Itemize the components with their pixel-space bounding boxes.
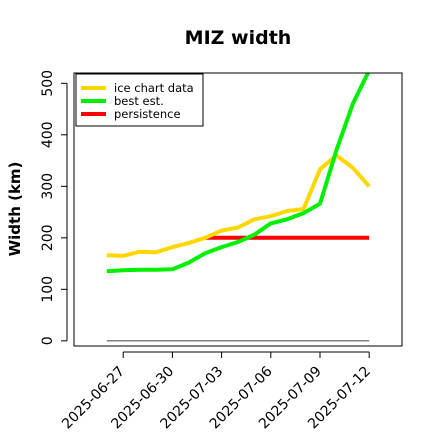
y-tick-label-5: 500	[40, 70, 56, 97]
plot-frame	[73, 72, 403, 347]
x-axis: 2025-06-272025-06-302025-07-032025-07-06…	[59, 351, 374, 432]
y-axis: 0 100 200 300 400 500	[40, 70, 68, 345]
y-tick-label-0: 0	[40, 336, 56, 345]
y-axis-label: Width (km)	[6, 162, 24, 257]
y-tick-label-4: 400	[40, 121, 56, 148]
chart-title: MIZ width	[185, 27, 292, 49]
legend-label-0: ice chart data	[114, 81, 194, 95]
y-tick-label-2: 200	[40, 224, 56, 251]
series-line-1	[106, 73, 371, 274]
legend-label-2: persistence	[114, 107, 181, 121]
legend-label-1: best est.	[114, 94, 164, 108]
y-tick-label-1: 100	[40, 276, 56, 303]
series-layer	[106, 73, 371, 342]
series-line-0	[106, 153, 371, 258]
y-tick-label-3: 300	[40, 173, 56, 200]
